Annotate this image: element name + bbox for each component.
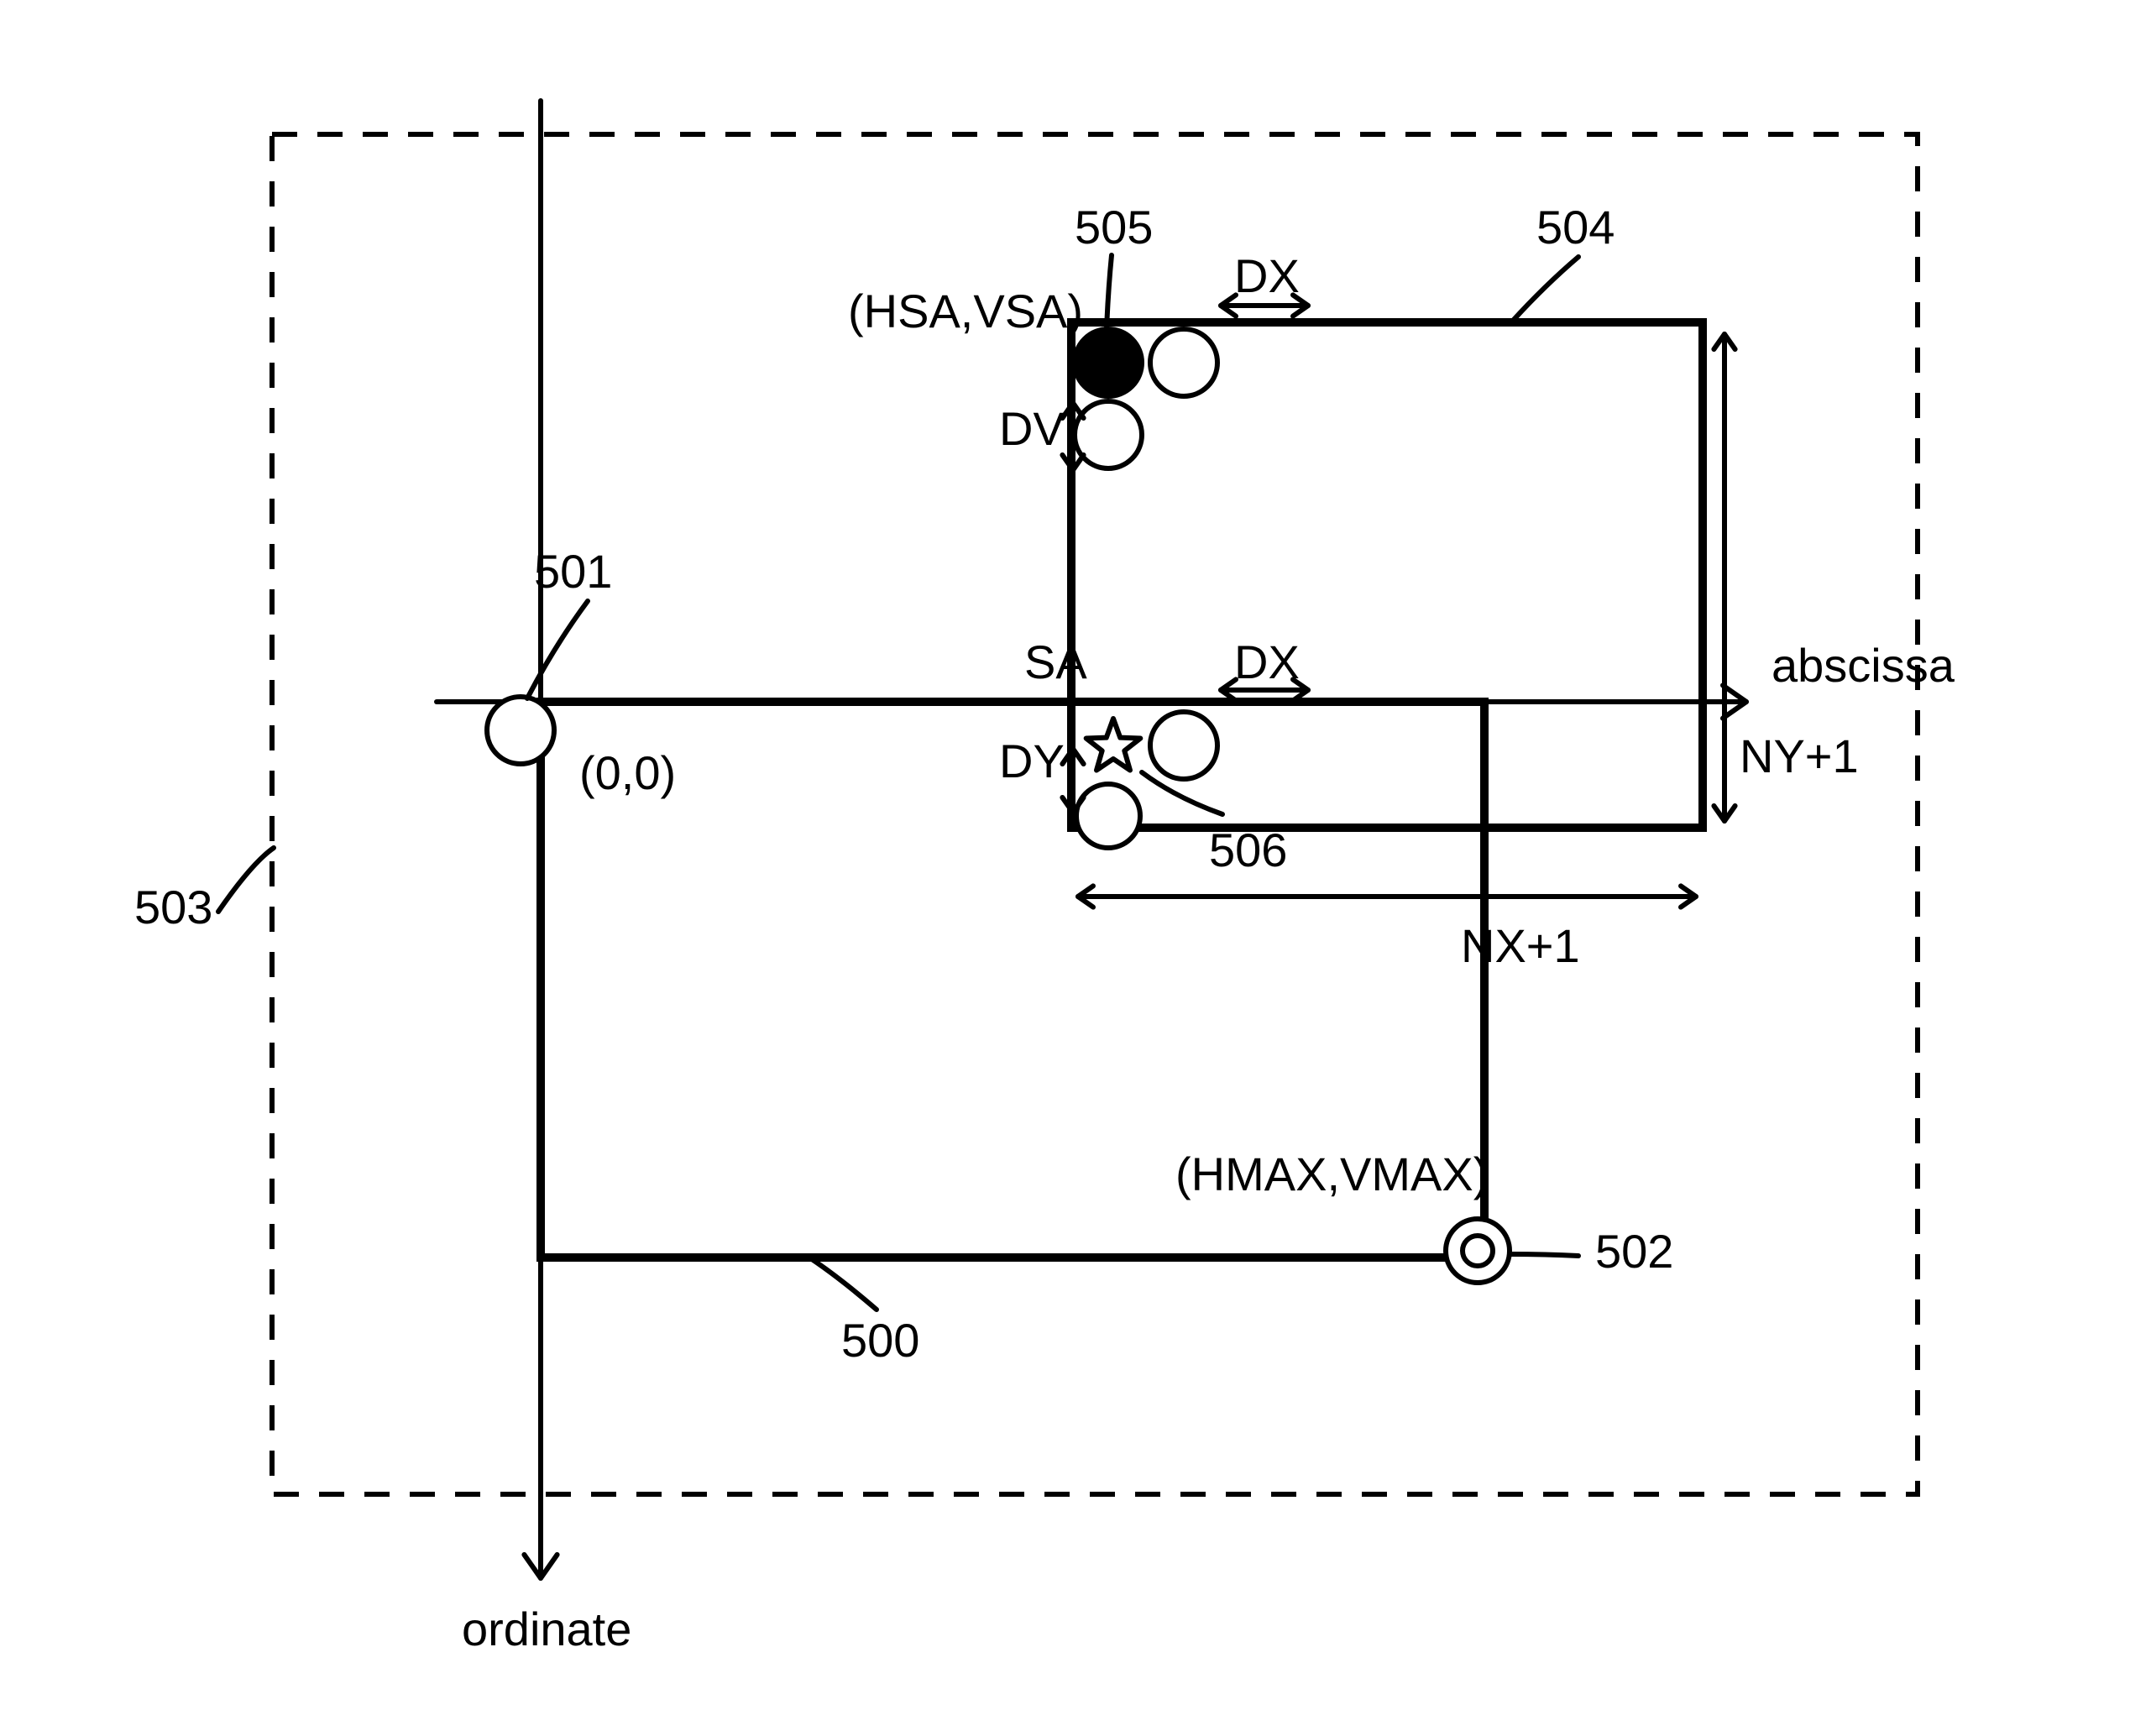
label-origin: (0,0): [579, 746, 676, 799]
label-n500: 500: [841, 1314, 919, 1367]
leader-n501: [527, 601, 588, 698]
top-below-circle: [1075, 401, 1142, 468]
label-dv_label: DV: [999, 402, 1065, 455]
leader-n502: [1511, 1254, 1578, 1256]
label-n504: 504: [1536, 201, 1615, 254]
diagram-layer: abscissa ordinate 505 504 (HSA,VSA) DV DX SA DX D…: [134, 101, 1955, 1655]
origin-circle: [487, 697, 554, 764]
abscissa-label: abscissa: [1772, 639, 1955, 692]
label-nyplus1: NY+1: [1740, 729, 1859, 782]
top-filled-circle: [1075, 329, 1142, 396]
leader-n500: [809, 1258, 877, 1310]
label-dy_label: DY: [999, 735, 1065, 787]
label-n502: 502: [1595, 1225, 1673, 1278]
label-hsa_vsa: (HSA,VSA): [848, 285, 1083, 337]
label-n503: 503: [134, 881, 212, 933]
label-dx_top: DX: [1234, 249, 1300, 302]
ordinate-label: ordinate: [462, 1603, 631, 1655]
label-n506: 506: [1209, 824, 1287, 876]
top-right-circle: [1150, 329, 1217, 396]
label-n501: 501: [534, 545, 612, 598]
leader-n503: [218, 848, 274, 912]
leader-n505: [1107, 255, 1112, 329]
label-nxplus1: NX+1: [1461, 919, 1580, 972]
star-sa: [1086, 719, 1141, 771]
mid-right-circle: [1150, 712, 1217, 779]
label-n505: 505: [1075, 201, 1153, 254]
mid-below-circle: [1076, 784, 1140, 848]
label-sa: SA: [1024, 635, 1087, 688]
label-hmax_vmax: (HMAX,VMAX): [1175, 1148, 1489, 1200]
leader-n504: [1511, 257, 1578, 322]
diagram-root: abscissa ordinate 505 504 (HSA,VSA) DV DX SA DX D…: [0, 0, 2151, 1736]
label-dx_mid: DX: [1234, 635, 1300, 688]
bottom-right-inner-circle: [1463, 1236, 1493, 1266]
